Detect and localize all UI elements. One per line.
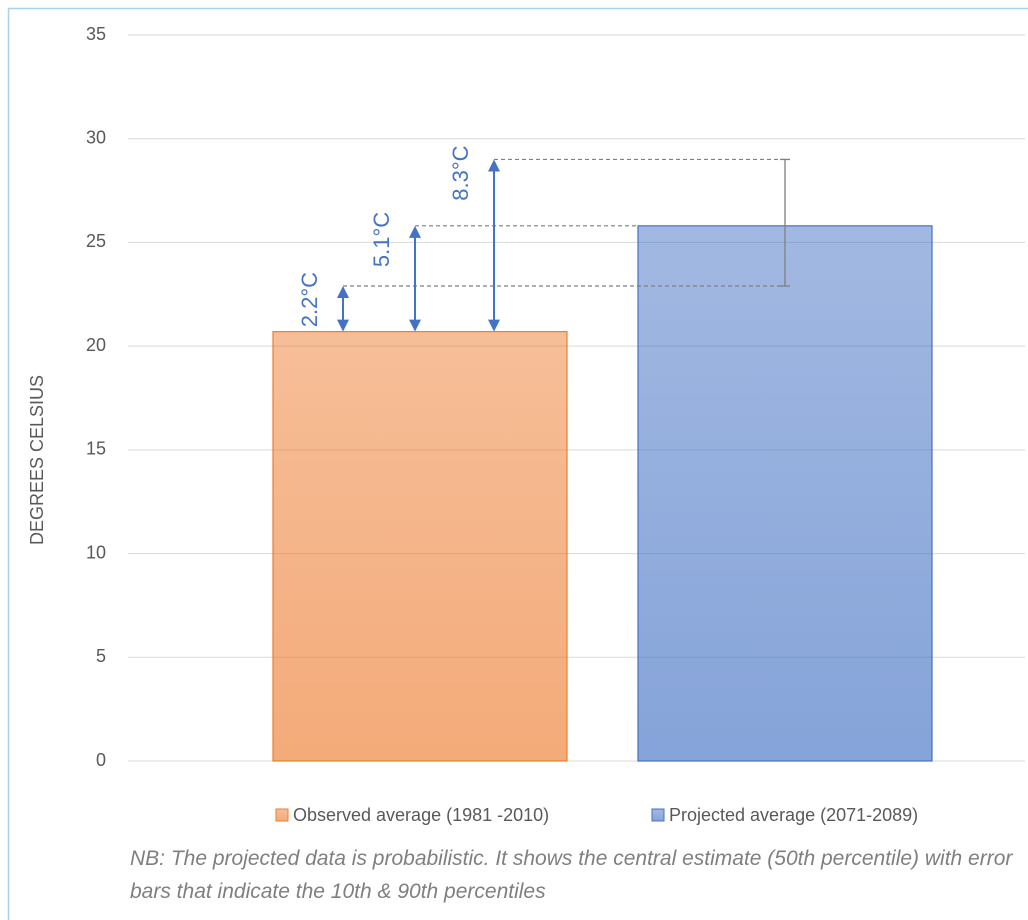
arrowhead xyxy=(337,319,349,332)
arrowhead xyxy=(488,159,500,172)
y-tick-label: 15 xyxy=(86,439,106,459)
y-tick-label: 0 xyxy=(96,750,106,770)
legend-label: Observed average (1981 -2010) xyxy=(293,805,549,825)
y-tick-label: 20 xyxy=(86,335,106,355)
chart-border xyxy=(7,7,1028,920)
arrowhead xyxy=(409,225,421,238)
y-tick-label: 25 xyxy=(86,231,106,251)
y-tick-label: 10 xyxy=(86,542,106,562)
annotation-label: 8.3°C xyxy=(448,145,473,200)
y-axis-label: DEGREES CELSIUS xyxy=(27,375,47,545)
arrowhead xyxy=(337,285,349,298)
legend-swatch xyxy=(651,808,665,822)
bar xyxy=(272,331,568,762)
arrowhead xyxy=(409,319,421,332)
y-tick-label: 30 xyxy=(86,127,106,147)
legend-swatch xyxy=(275,808,289,822)
annotation-label: 2.2°C xyxy=(297,272,322,327)
legend-label: Projected average (2071-2089) xyxy=(669,805,918,825)
y-tick-label: 35 xyxy=(86,24,106,44)
bar xyxy=(637,225,933,762)
note: NB: The projected data is probabilistic.… xyxy=(130,847,1013,903)
annotation-label: 5.1°C xyxy=(369,212,394,267)
arrowhead xyxy=(488,319,500,332)
y-tick-label: 5 xyxy=(96,646,106,666)
